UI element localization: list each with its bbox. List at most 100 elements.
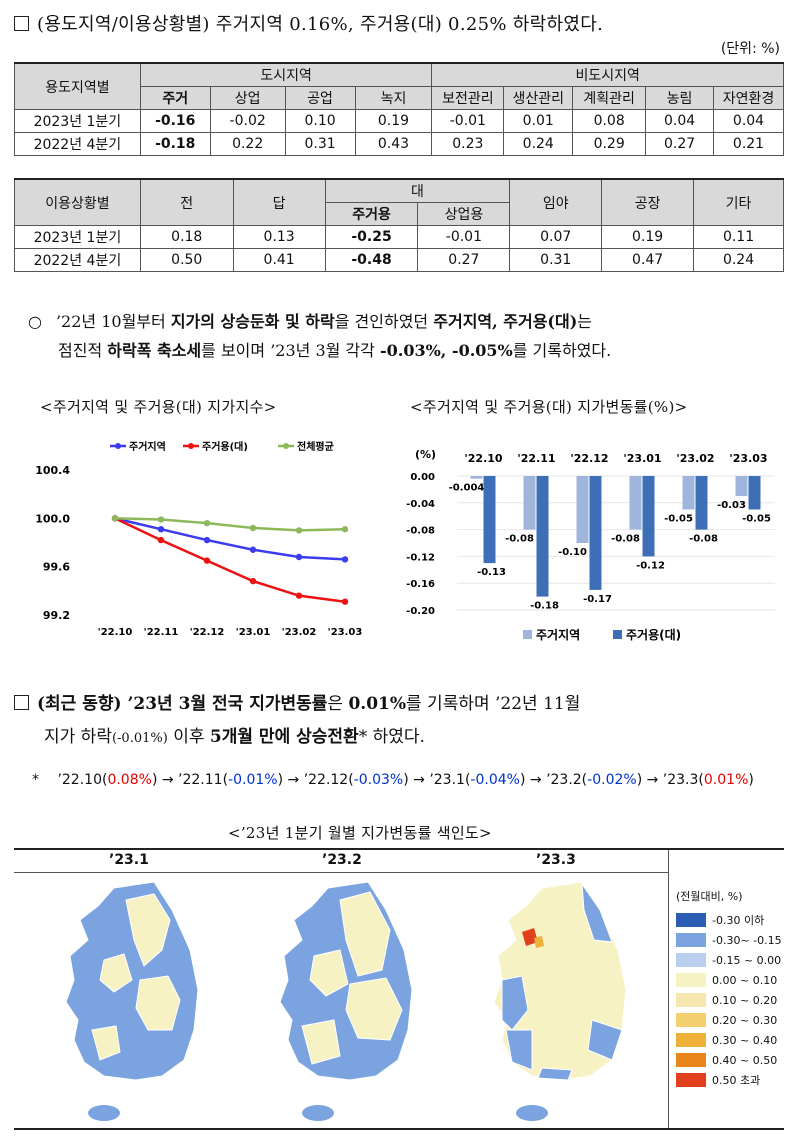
bar	[470, 476, 483, 479]
table-cell: 0.04	[713, 109, 784, 133]
bar	[642, 476, 655, 557]
unit-label: (단위: %)	[720, 41, 780, 57]
row-label: 2022년 4분기	[14, 132, 141, 156]
legend-label: 주거지역	[536, 627, 580, 642]
data-label: -0.08	[611, 534, 640, 545]
legend-item-label: -0.15 ~ 0.00	[712, 953, 782, 967]
arrow-right-icon: →	[525, 772, 547, 788]
table-cell: -0.25	[324, 225, 419, 249]
data-label: -0.08	[689, 534, 718, 545]
legend-swatch	[523, 630, 532, 639]
x-tick-label: '23.01	[236, 627, 271, 638]
table-cell: 0.23	[431, 132, 505, 156]
section1-heading: (용도지역/이용상황별) 주거지역 0.16%, 주거용(대) 0.25% 하락…	[14, 10, 603, 36]
para1-bold: 하락폭 축소세	[107, 341, 202, 360]
table1-col-header: 녹지	[354, 86, 433, 110]
table1-col-header: 생산관리	[503, 86, 574, 110]
table1-col-header: 계획관리	[572, 86, 647, 110]
table-cell: 0.19	[354, 109, 433, 133]
table-cell: 0.21	[713, 132, 784, 156]
footnote-value: 0.08%	[107, 772, 152, 788]
footnote-paren: )	[277, 772, 284, 788]
map-section-title: <’23년 1분기 월별 지가변동률 색인도>	[228, 824, 492, 842]
bar	[576, 476, 589, 543]
x-tick-label: '23.02	[282, 627, 317, 638]
table2-col-header: 임야	[509, 178, 603, 226]
legend-label: 주거용(대)	[202, 440, 248, 453]
data-point	[341, 598, 349, 605]
para1-text: 점진적	[58, 341, 108, 360]
row-label: 2023년 1분기	[14, 109, 141, 133]
footnote-paren: )	[748, 772, 754, 788]
table2-col-header: 공장	[601, 178, 695, 226]
legend-item-label: -0.30 이하	[712, 914, 765, 927]
table-cell: 0.13	[232, 225, 326, 249]
legend-label: 주거용(대)	[626, 627, 681, 642]
legend-title: (전월대비, %)	[676, 890, 743, 903]
table-cell: 0.27	[417, 248, 511, 272]
korea-map-feb	[279, 881, 413, 1121]
table2-col-header: 전	[139, 178, 234, 226]
footnote-value: 0.01%	[703, 772, 749, 788]
footnote-date: ’22.11(	[178, 772, 229, 788]
section2-bold: 0.01%	[348, 694, 407, 714]
arrow-right-icon: →	[642, 772, 663, 788]
table2-col-header: 대	[324, 178, 511, 203]
series-line	[114, 517, 346, 561]
table-cell: 0.04	[645, 109, 715, 133]
bar-chart-land-change: (%) 0.00 -0.04 -0.08 -0.12 -0.16 -0.20 '22.10 -0…	[406, 448, 775, 642]
circle-bullet-icon: ○	[28, 312, 42, 331]
para1: ○ ’22년 10월부터 지가의 상승둔화 및 하락을 견인하였던 주거지역, 주…	[28, 307, 611, 365]
table-row: 2022년 4분기 0.50 0.41 -0.48 0.27 0.31 0.47…	[14, 248, 784, 272]
x-tick-label: '23.03	[729, 452, 767, 465]
data-point	[249, 577, 257, 585]
footnote-value: -0.04%	[470, 772, 520, 788]
table-cell: 0.50	[139, 248, 234, 272]
legend-marker	[115, 443, 121, 449]
legend-item: 0.30 ~ 0.40	[676, 1030, 782, 1050]
table-cell: 0.22	[209, 132, 286, 156]
table2-subcol-header: 주거용	[324, 202, 419, 226]
arrow-right-icon: →	[157, 772, 179, 788]
korea-map-jan	[65, 881, 199, 1121]
table-cell: 0.29	[572, 132, 647, 156]
para1-text: 는	[577, 312, 593, 331]
legend-item-label: -0.30~ -0.15	[712, 933, 782, 947]
legend-color-swatch	[676, 1073, 706, 1087]
data-label: -0.10	[558, 547, 587, 558]
para1-text: 을 견인하였던	[334, 312, 434, 331]
y-tick-label: -0.08	[406, 526, 435, 537]
para1-text: 를 보이며 ’23년 3월 각각	[201, 341, 380, 360]
table-row: 2023년 1분기 0.18 0.13 -0.25 -0.01 0.07 0.1…	[14, 225, 784, 249]
table-cell: 0.27	[645, 132, 715, 156]
table1-group-urban: 도시지역	[139, 62, 433, 87]
chart-right-title: <주거지역 및 주거용(대) 지가변동률(%)>	[410, 398, 688, 416]
land-status-table: 이용상황별 전 답 대 임야 공장 기타 주거용 상업용 2023년 1분기 0…	[14, 178, 784, 272]
data-label: -0.05	[664, 514, 693, 525]
y-tick-label: 99.6	[43, 561, 70, 574]
y-tick-label: -0.04	[406, 499, 435, 510]
line-chart-land-index: 100.4 100.0 99.6 99.2 '22.10 '22.11 '22.12 '23.…	[35, 440, 362, 638]
legend-item: 0.10 ~ 0.20	[676, 990, 782, 1010]
table-cell: 0.41	[232, 248, 326, 272]
legend-label: 주거지역	[129, 440, 166, 453]
footnote-date: ’22.10(	[57, 772, 108, 788]
y-tick-label: 100.4	[35, 464, 70, 477]
table1-col-header: 공업	[284, 86, 356, 110]
data-point	[249, 546, 257, 553]
legend-item: -0.15 ~ 0.00	[676, 950, 782, 970]
y-tick-label: -0.20	[406, 606, 435, 617]
footnote-paren: )	[403, 772, 409, 788]
footnote-value: -0.03%	[353, 772, 404, 788]
footnote-star: *	[32, 772, 39, 788]
legend-item-label: 0.10 ~ 0.20	[712, 993, 778, 1007]
legend-item: 0.20 ~ 0.30	[676, 1010, 782, 1030]
bar	[536, 476, 549, 597]
checkbox-square-icon	[14, 16, 29, 31]
section2-text: 은	[327, 694, 349, 714]
bar	[748, 476, 761, 510]
table-cell: 0.11	[693, 225, 784, 249]
data-label: -0.12	[636, 560, 665, 571]
section2-text: 를 기록하며 ’22년 11월	[406, 694, 581, 714]
legend-marker	[283, 443, 289, 449]
